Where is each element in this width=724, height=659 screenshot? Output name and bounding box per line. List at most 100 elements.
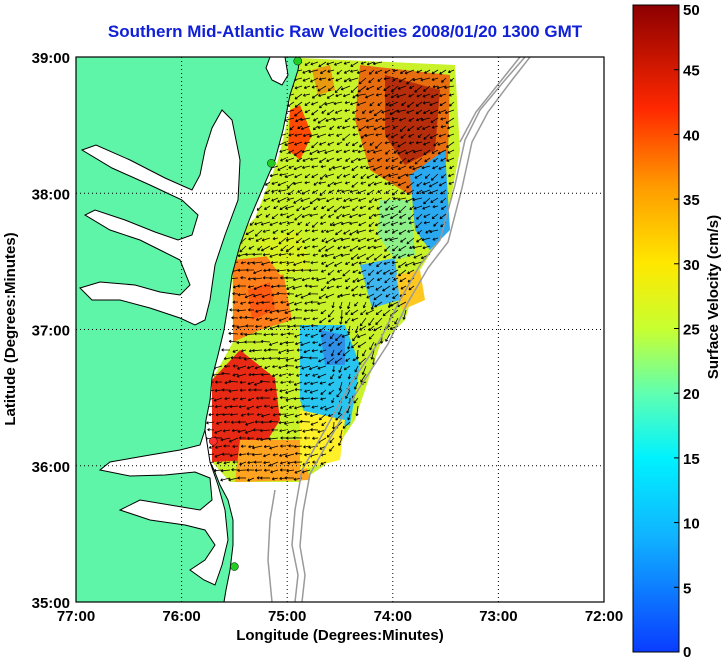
velocity-arrow (317, 365, 327, 370)
velocity-arrow (312, 245, 319, 249)
velocity-arrow (432, 165, 439, 170)
velocity-arrow (399, 125, 407, 132)
velocity-arrow (374, 69, 383, 74)
y-tick-label: 38:00 (32, 186, 70, 203)
velocity-arrow (255, 309, 263, 313)
velocity-arrow (256, 205, 263, 211)
velocity-arrow (368, 317, 375, 326)
velocity-arrow (447, 125, 455, 130)
velocity-arrow (237, 293, 247, 297)
velocity-arrow (400, 237, 407, 243)
velocity-arrow (246, 261, 255, 265)
velocity-arrow (287, 149, 295, 154)
velocity-arrow (262, 253, 271, 257)
velocity-arrow (389, 269, 399, 275)
colorbar-tick-label: 10 (683, 516, 700, 533)
velocity-arrow (366, 285, 375, 289)
velocity-arrow (324, 253, 335, 258)
velocity-arrow (269, 317, 279, 322)
site-marker (293, 56, 303, 66)
velocity-arrow (316, 277, 327, 282)
velocity-arrow (384, 141, 391, 145)
velocity-arrow (357, 341, 367, 348)
velocity-arrow (391, 117, 399, 121)
velocity-arrow (368, 325, 375, 331)
velocity-arrow (271, 301, 279, 305)
velocity-arrow (262, 229, 271, 233)
velocity-arrow (294, 357, 303, 362)
velocity-arrow (326, 205, 335, 212)
velocity-arrow (312, 125, 319, 131)
velocity-arrow (293, 429, 303, 433)
velocity-arrow (423, 109, 431, 114)
site-marker (230, 562, 239, 571)
velocity-arrow (326, 93, 335, 99)
velocity-arrow (417, 229, 423, 235)
velocity-arrow (335, 77, 343, 82)
velocity-arrow (321, 109, 327, 114)
velocity-arrow (326, 285, 335, 290)
velocity-arrow (397, 253, 407, 259)
velocity-arrow (356, 229, 367, 234)
velocity-arrow (228, 389, 239, 393)
velocity-arrow (415, 141, 423, 145)
velocity-arrow (340, 85, 351, 91)
velocity-arrow (325, 245, 335, 252)
velocity-arrow (423, 141, 431, 146)
velocity-arrow (326, 429, 335, 438)
velocity-arrow (296, 205, 303, 212)
velocity-arrow (344, 181, 351, 185)
colorbar-ticks: 0 5 10 15 20 25 30 35 40 45 50 (674, 2, 700, 659)
velocity-arrow (360, 309, 367, 316)
velocity-arrow (320, 389, 327, 395)
velocity-arrow (382, 221, 391, 227)
velocity-arrow (342, 349, 351, 357)
velocity-arrow (335, 197, 343, 201)
velocity-arrow (397, 149, 407, 155)
velocity-arrow (413, 205, 423, 210)
velocity-arrow (244, 340, 255, 344)
velocity-arrow (369, 341, 375, 351)
velocity-arrow (237, 429, 247, 433)
velocity-arrow (255, 324, 263, 329)
chesapeake-bay (79, 109, 241, 326)
velocity-arrow (271, 428, 279, 432)
velocity-arrow (356, 117, 367, 122)
velocity-arrow (303, 381, 311, 385)
velocity-arrow (245, 268, 255, 272)
velocity-arrow (366, 149, 375, 154)
velocity-arrow (424, 69, 431, 74)
velocity-arrow (317, 85, 327, 92)
velocity-arrow (293, 444, 303, 449)
velocity-arrow (383, 261, 391, 265)
velocity-arrow (342, 133, 351, 141)
velocity-arrow (326, 109, 335, 116)
velocity-arrow (423, 85, 431, 92)
velocity-arrow (272, 380, 279, 384)
x-tick-label: 77:00 (57, 608, 95, 625)
velocity-arrow (293, 436, 303, 440)
velocity-arrow (285, 357, 295, 362)
velocity-arrow (304, 309, 311, 313)
velocity-arrow (334, 109, 343, 114)
velocity-arrow (280, 461, 287, 465)
velocity-arrow (382, 269, 391, 275)
velocity-arrow (244, 315, 255, 319)
velocity-arrow (440, 173, 447, 179)
velocity-arrow (366, 85, 375, 91)
colorbar-tick-label: 35 (683, 192, 700, 209)
velocity-arrow (327, 133, 335, 137)
velocity-arrow (400, 133, 407, 139)
velocity-arrow (324, 405, 335, 411)
velocity-arrow (251, 453, 263, 457)
velocity-arrow (268, 437, 279, 441)
velocity-arrow (244, 332, 255, 337)
velocity-arrow (269, 387, 279, 392)
velocity-arrow (341, 213, 351, 218)
velocity-arrow (412, 149, 423, 154)
velocity-arrow (389, 109, 399, 116)
velocity-arrow (354, 365, 359, 373)
velocity-arrow (263, 325, 271, 329)
velocity-arrow (423, 221, 431, 225)
velocity-arrow (284, 476, 295, 480)
